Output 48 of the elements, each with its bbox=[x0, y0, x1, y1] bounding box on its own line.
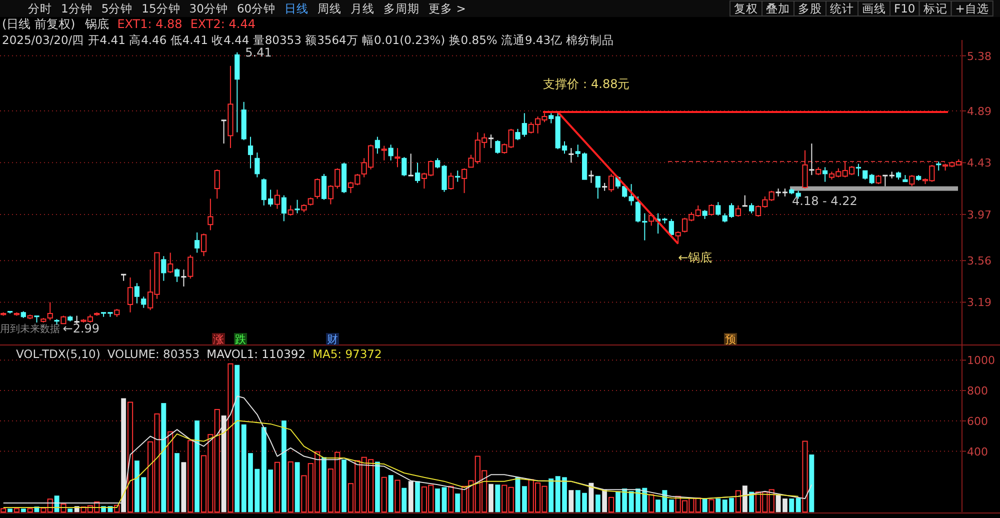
annotation: 财 bbox=[327, 333, 338, 346]
annotation: VOLUME: 80353 bbox=[107, 347, 200, 361]
y-tick-label: 600 bbox=[967, 414, 988, 428]
y-tick-label: 3.19 bbox=[967, 296, 992, 310]
y-tick-label: 3.56 bbox=[967, 254, 992, 268]
annotation: ←2.99 bbox=[62, 322, 100, 336]
annotation: 涨 bbox=[213, 333, 224, 346]
y-tick-label: 3.97 bbox=[967, 208, 992, 222]
text: 复权 bbox=[734, 2, 758, 16]
chart-title: (日线 前复权) bbox=[2, 17, 76, 31]
chart-title: VOL-TDX(5,10) bbox=[16, 347, 100, 361]
y-tick-label: 5.38 bbox=[967, 50, 992, 63]
text: 60分钟 bbox=[236, 2, 276, 16]
text: 1分钟 bbox=[61, 2, 92, 16]
text: EXT1: 4.88 bbox=[117, 17, 182, 31]
annotation: ←锅底 bbox=[678, 250, 712, 265]
annotation: 用到未来数据 bbox=[0, 323, 60, 335]
y-tick-label: 800 bbox=[967, 384, 988, 398]
ref-line-label: 支撑价：4.88元 bbox=[543, 77, 630, 92]
text: 15分钟 bbox=[142, 2, 180, 16]
text: 周线 bbox=[318, 2, 342, 16]
text: 月线 bbox=[350, 2, 375, 16]
text: MAVOL1: 110392 bbox=[206, 347, 306, 361]
chart-subtitle: 2025/03/20/四 开4.41 高4.46 低4.41 收4.44 量80353 额3564万 幅0.01(0.23%) 换0.85% 流通9.43亿 棉纺制品 bbox=[2, 33, 614, 47]
text: 日线 bbox=[284, 2, 309, 16]
text: 30分钟 bbox=[189, 2, 228, 16]
y-tick-label: 1000 bbox=[967, 354, 995, 368]
y-tick-label: 4.89 bbox=[967, 104, 992, 118]
band-label: 4.18 - 4.22 bbox=[792, 194, 858, 208]
y-tick-label: 4.43 bbox=[967, 156, 992, 170]
text: 分时 bbox=[28, 2, 52, 16]
annotation: 预 bbox=[725, 333, 736, 346]
text: 画线 bbox=[862, 2, 886, 16]
text: EXT2: 4.44 bbox=[190, 17, 256, 31]
text: MA5: 97372 bbox=[312, 347, 382, 361]
text: 更多 > bbox=[428, 2, 466, 16]
y-tick-label: 400 bbox=[967, 445, 988, 458]
text: 统计 bbox=[830, 2, 854, 16]
text: 锅底 bbox=[84, 17, 110, 31]
text: 叠加 bbox=[766, 2, 790, 16]
text: 5分钟 bbox=[101, 2, 133, 16]
text: F10 bbox=[894, 2, 916, 16]
text: 多股 bbox=[798, 2, 822, 16]
text: +自选 bbox=[955, 2, 989, 16]
text: 多周期 bbox=[384, 2, 420, 16]
text: 标记 bbox=[922, 2, 948, 16]
annotation: 跌 bbox=[235, 333, 246, 346]
annotation: 5.41 bbox=[245, 45, 272, 60]
